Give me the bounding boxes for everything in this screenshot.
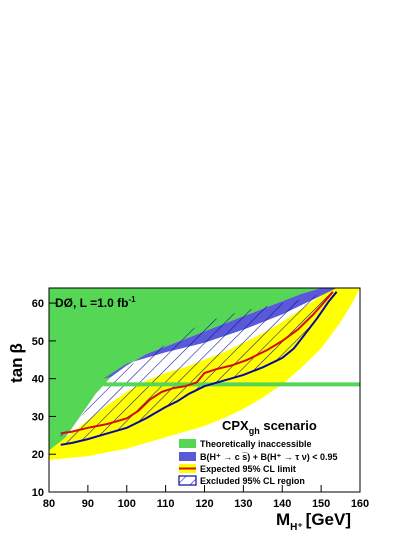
x-tick-label: 140 — [273, 498, 291, 510]
legend-label-expected: Expected 95% CL limit — [200, 464, 296, 474]
y-axis-title: tan β — [7, 343, 26, 383]
expected-limit-line — [60, 291, 334, 435]
y-tick-label: 20 — [32, 449, 44, 461]
y-tick-label: 40 — [32, 374, 44, 386]
excluded-region-outline — [60, 291, 338, 446]
y-tick-label: 10 — [32, 487, 44, 499]
legend-label-theory: Theoretically inaccessible — [200, 439, 312, 449]
experiment-annotation-sup: -1 — [128, 295, 136, 304]
legend-label-branching: B(H⁺ → c s̅) + B(H⁺ → τ ν) < 0.95 — [200, 452, 338, 462]
legend-swatch-branching — [179, 452, 196, 461]
x-tick-label: 90 — [82, 498, 94, 510]
x-axis-ticks: 80 90 100 110 120 130 140 150 160 — [43, 485, 369, 510]
scenario-label-sub: gh — [249, 426, 260, 436]
x-tick-label: 130 — [234, 498, 252, 510]
x-axis-title: MH⁺ [GeV] — [276, 510, 351, 533]
legend-swatch-excluded — [178, 475, 197, 486]
legend-swatch-theory — [179, 439, 196, 448]
experiment-annotation: DØ, L =1.0 fb-1 — [55, 295, 136, 310]
x-tick-label: 110 — [157, 498, 175, 510]
x-tick-label: 160 — [351, 498, 369, 510]
y-tick-label: 50 — [32, 336, 44, 348]
y-tick-label: 30 — [32, 411, 44, 423]
scenario-label: CPXgh scenario — [222, 418, 317, 436]
x-tick-label: 100 — [118, 498, 136, 510]
legend-label-excluded: Excluded 95% CL region — [200, 476, 305, 486]
scenario-label-main: CPX — [222, 418, 249, 433]
x-tick-label: 120 — [195, 498, 213, 510]
scenario-label-rest: scenario — [260, 418, 317, 433]
x-axis-title-sub: H⁺ — [290, 522, 303, 533]
y-axis-ticks: 10 20 30 40 50 60 — [32, 298, 56, 499]
experiment-annotation-main: DØ, L =1.0 fb — [55, 296, 128, 310]
x-tick-label: 80 — [43, 498, 55, 510]
x-axis-title-unit: [GeV] — [306, 510, 351, 529]
y-axis-title-main: tan — [7, 357, 26, 383]
y-axis-title-greek: β — [7, 343, 26, 353]
excluded-region-hatch — [60, 291, 337, 445]
y-tick-label: 60 — [32, 298, 44, 310]
legend: Theoretically inaccessible B(H⁺ → c s̅) … — [178, 439, 338, 486]
x-axis-title-main: M — [276, 510, 290, 529]
x-tick-label: 150 — [312, 498, 330, 510]
theory-region — [49, 288, 322, 458]
